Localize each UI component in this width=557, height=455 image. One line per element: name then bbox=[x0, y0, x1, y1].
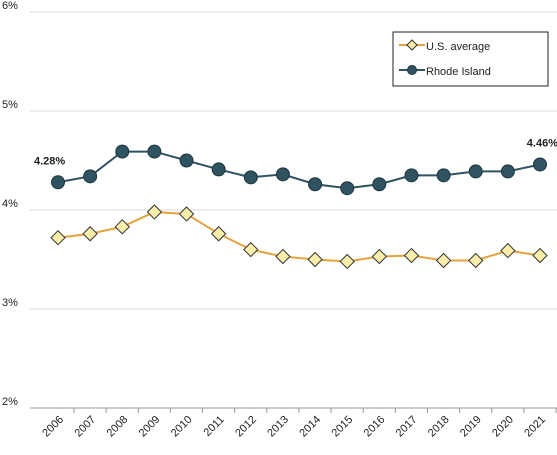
point bbox=[211, 162, 226, 177]
point bbox=[114, 219, 130, 235]
point bbox=[435, 252, 452, 269]
point bbox=[371, 248, 388, 265]
point bbox=[210, 226, 227, 242]
point bbox=[275, 248, 291, 265]
point bbox=[50, 230, 66, 246]
x-tick-label: 2017 bbox=[394, 414, 420, 440]
legend: U.S. average Rhode Island bbox=[392, 31, 549, 87]
x-tick-label: 2020 bbox=[490, 414, 516, 440]
x-tick-label: 2010 bbox=[169, 414, 195, 440]
x-tick-label: 2006 bbox=[40, 414, 66, 440]
series bbox=[51, 144, 547, 196]
x-tick-label: 2019 bbox=[458, 414, 484, 440]
point bbox=[51, 175, 65, 190]
y-tick-label: 5% bbox=[2, 99, 18, 111]
point bbox=[179, 153, 194, 168]
data-label: 4.28% bbox=[34, 155, 65, 167]
point bbox=[468, 164, 483, 179]
legend-marker bbox=[407, 65, 417, 75]
point bbox=[308, 177, 323, 192]
x-tick-label: 2011 bbox=[202, 414, 227, 439]
data-label: 4.46% bbox=[527, 137, 557, 149]
point bbox=[404, 168, 419, 183]
point bbox=[83, 169, 98, 184]
x-tick-label: 2021 bbox=[522, 414, 548, 440]
x-tick-label: 2008 bbox=[105, 414, 131, 440]
point bbox=[243, 170, 258, 185]
line bbox=[57, 210, 541, 263]
point bbox=[436, 168, 451, 183]
point bbox=[339, 253, 355, 270]
point bbox=[307, 251, 323, 268]
point bbox=[372, 177, 387, 192]
point bbox=[500, 242, 516, 259]
line bbox=[57, 150, 541, 190]
point bbox=[115, 144, 130, 159]
point bbox=[468, 252, 484, 269]
legend-marker bbox=[406, 39, 418, 51]
point bbox=[147, 144, 162, 159]
y-tick-label: 6% bbox=[2, 0, 18, 12]
legend-box bbox=[392, 31, 549, 87]
point bbox=[403, 247, 420, 264]
point bbox=[82, 226, 98, 242]
y-tick-label: 4% bbox=[2, 198, 18, 210]
y-tick-label: 2% bbox=[2, 396, 18, 408]
x-tick-label: 2015 bbox=[330, 414, 356, 440]
series bbox=[50, 204, 548, 270]
point bbox=[340, 181, 355, 196]
x-tick-label: 2014 bbox=[297, 414, 323, 440]
y-tick-label: 3% bbox=[2, 297, 18, 309]
point bbox=[178, 206, 195, 222]
point bbox=[275, 167, 290, 182]
point bbox=[532, 247, 548, 264]
legend-label: Rhode Island bbox=[426, 66, 491, 78]
x-tick-label: 2016 bbox=[362, 414, 388, 440]
point bbox=[533, 157, 547, 172]
legend-label: U.S. average bbox=[426, 41, 490, 53]
x-tick-label: 2009 bbox=[137, 414, 163, 440]
point bbox=[146, 204, 163, 220]
point bbox=[243, 241, 259, 258]
x-tick-label: 2007 bbox=[72, 414, 98, 440]
x-tick-label: 2013 bbox=[265, 414, 291, 440]
point bbox=[500, 164, 515, 179]
x-tick-label: 2018 bbox=[426, 414, 452, 440]
x-tick-label: 2012 bbox=[233, 414, 259, 440]
